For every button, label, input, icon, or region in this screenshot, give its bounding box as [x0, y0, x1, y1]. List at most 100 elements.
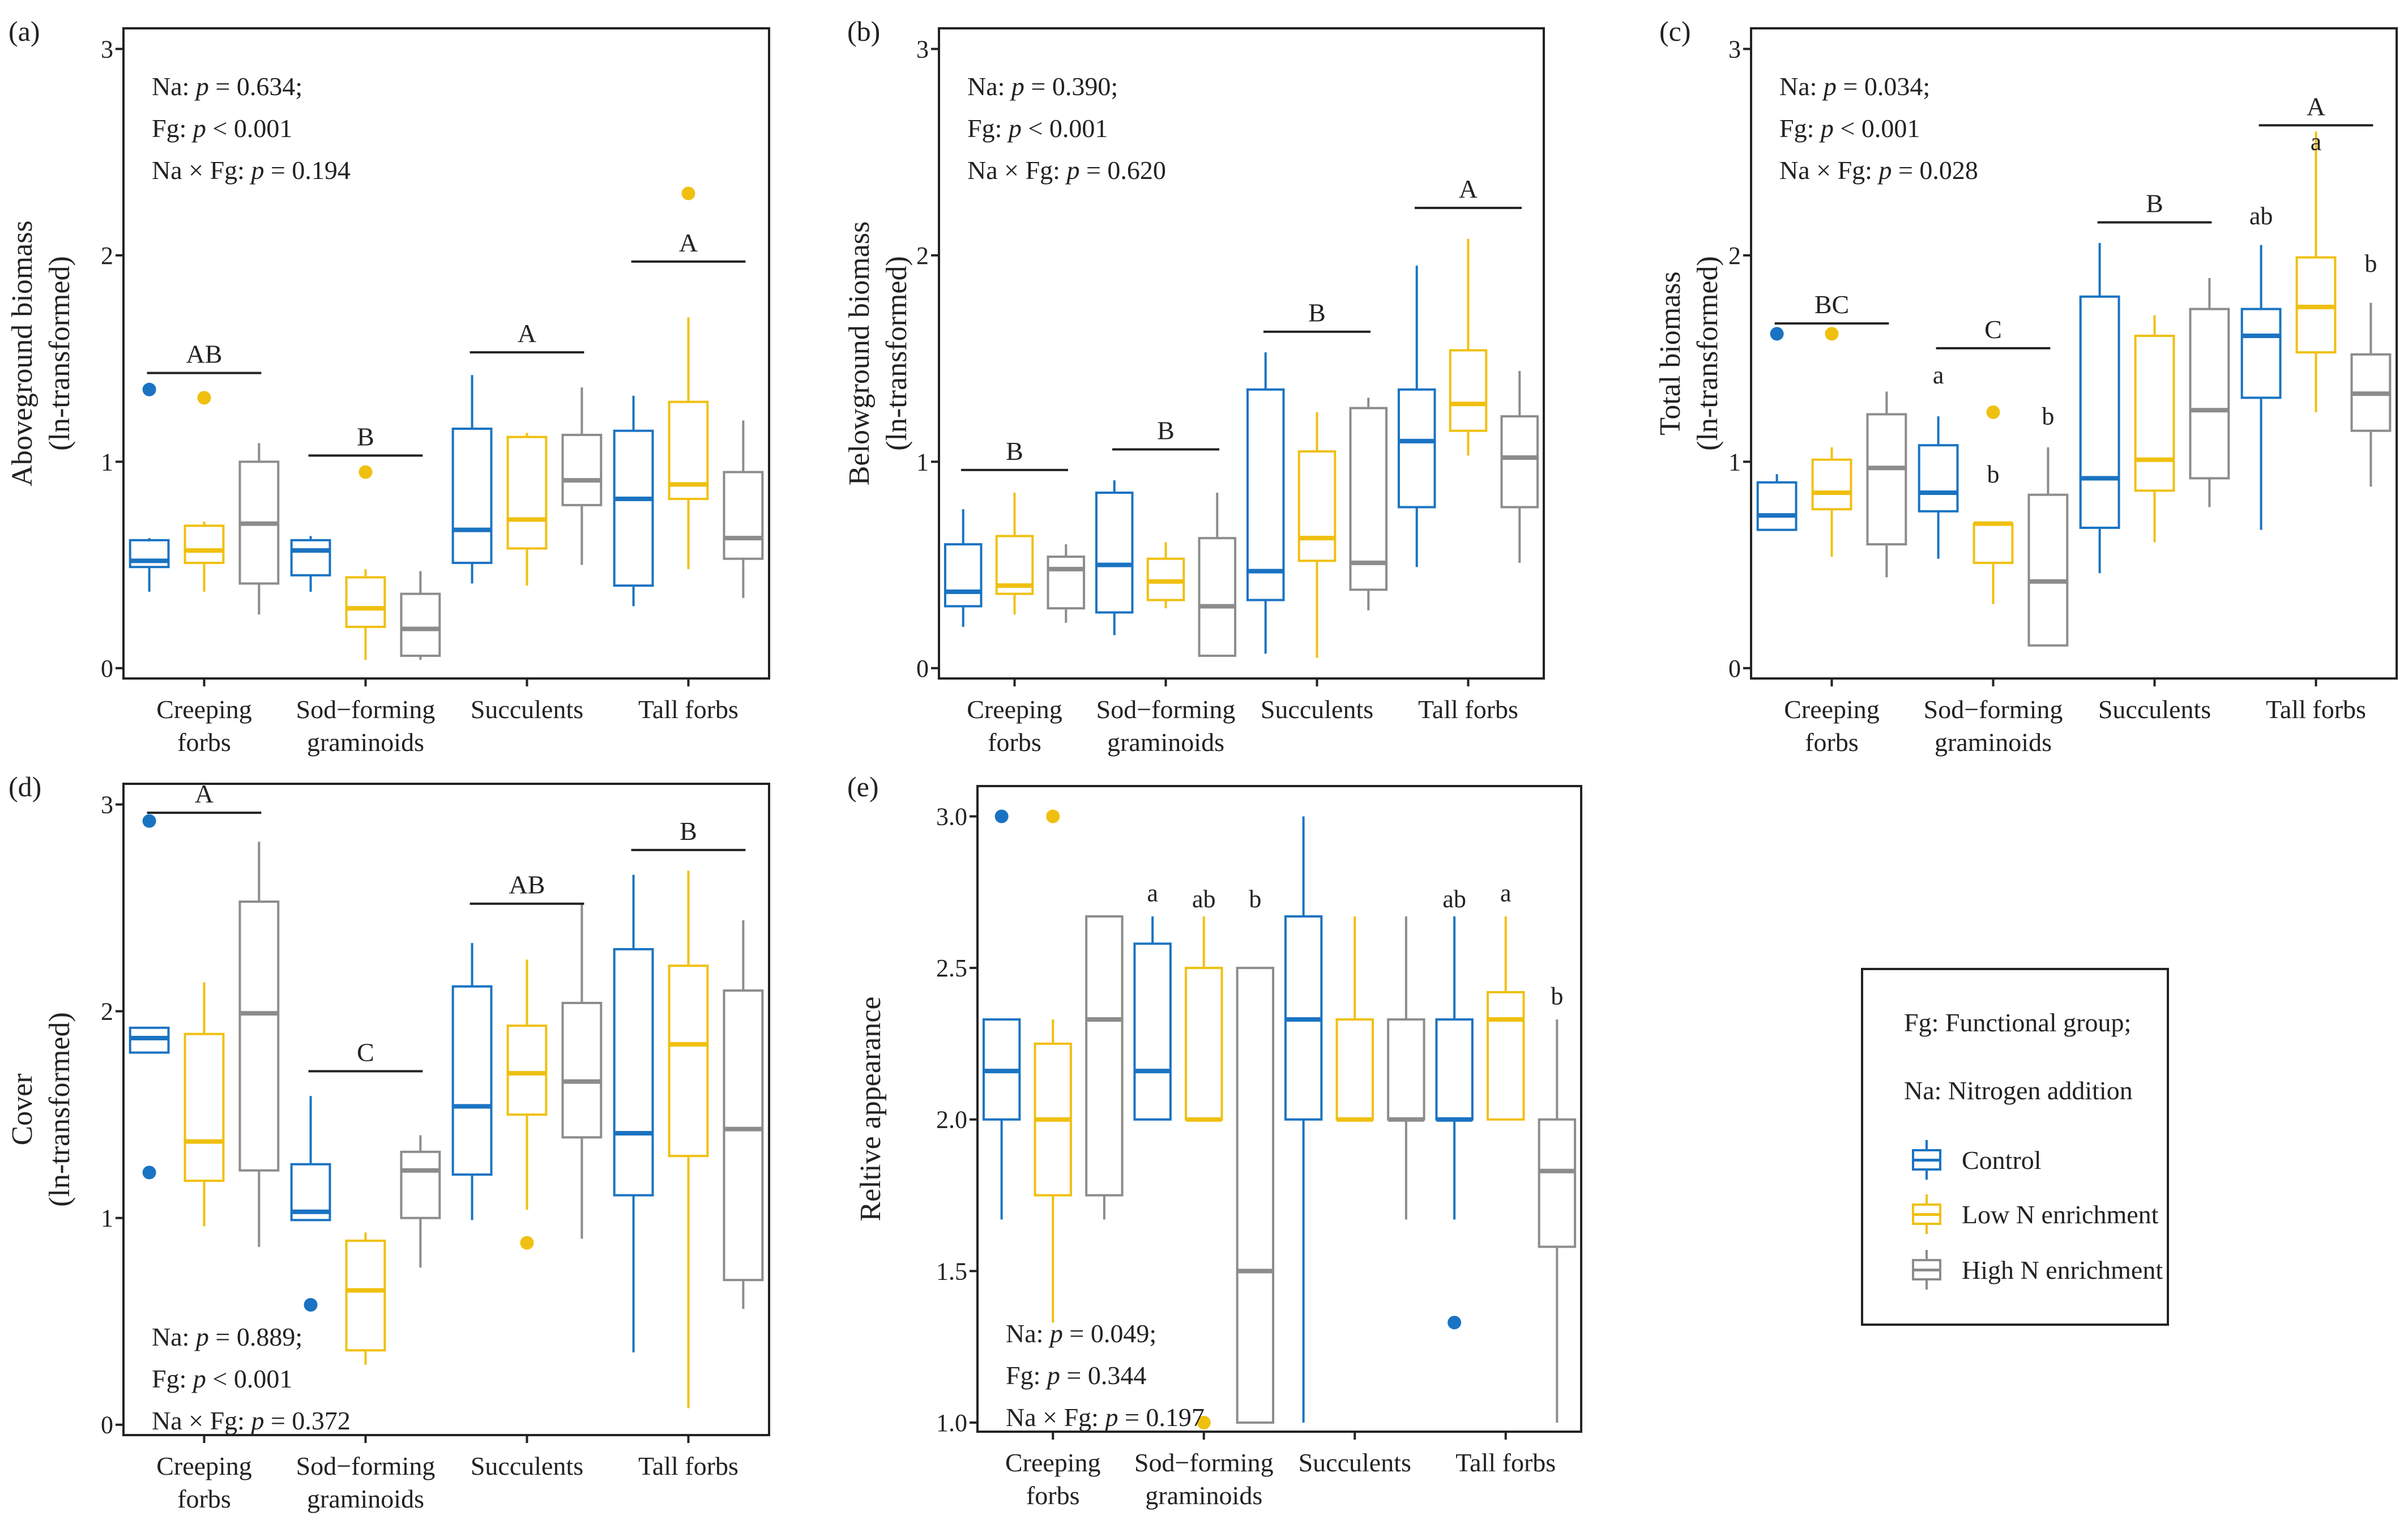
- y-tick-label: 3.0: [936, 803, 967, 831]
- box-iqr: [400, 1150, 441, 1219]
- box-low-n-enrichment: [668, 186, 709, 569]
- box-control: [1918, 416, 1959, 559]
- x-tick-label: Tall forbs: [2266, 695, 2366, 724]
- outlier-point: [1197, 1415, 1211, 1429]
- box-iqr: [1435, 1018, 1474, 1121]
- outlier-point: [304, 1298, 318, 1312]
- panel-tag: (b): [847, 15, 880, 47]
- x-tick-label: graminoids: [1935, 728, 2052, 757]
- box-iqr: [1397, 388, 1436, 509]
- box-iqr: [1487, 991, 1525, 1121]
- box-high-n-enrichment: [723, 420, 764, 598]
- box-iqr: [1538, 1118, 1577, 1248]
- outlier-point: [358, 465, 373, 479]
- box-high-n-enrichment: [1047, 544, 1086, 623]
- box-control: [2079, 243, 2120, 574]
- panel-e: (e) 1.0 1.5 2.0 2.5 3.0 Reltive appearance Cree…: [847, 771, 1582, 1510]
- box-high-n-enrichment: [1198, 493, 1237, 657]
- x-tick-label: Creeping: [967, 695, 1062, 724]
- stats-line: Na: p = 0.049;: [1006, 1319, 1156, 1348]
- box-low-n-enrichment: [1146, 542, 1185, 609]
- legend-entry-control: Control: [1911, 1140, 2042, 1180]
- box-control: [943, 509, 983, 627]
- plot-frame: [122, 27, 770, 680]
- y-tick-label: 1.0: [936, 1409, 967, 1437]
- box-low-n-enrichment: [1972, 405, 2014, 604]
- x-tick-label: Sod−forming: [296, 695, 436, 724]
- stats-line: Na × Fg: p = 0.620: [967, 156, 1166, 185]
- box-iqr: [1387, 1018, 1425, 1121]
- box-letter: b: [1987, 460, 2000, 488]
- plot-frame: [1750, 27, 2398, 680]
- y-tick-label: 1.5: [936, 1257, 967, 1285]
- x-tick-label: Creeping: [156, 1452, 252, 1480]
- stats-line: Na: p = 0.390;: [967, 72, 1118, 101]
- x-tick-label: Sod−forming: [1096, 695, 1236, 724]
- box-iqr: [2079, 295, 2120, 529]
- outlier-point: [1046, 809, 1060, 823]
- box-letter: a: [1500, 879, 1512, 907]
- box-iqr: [561, 433, 603, 506]
- box-iqr: [1500, 415, 1539, 509]
- x-tick-label: forbs: [1026, 1481, 1080, 1510]
- y-tick-label: 0: [101, 1411, 113, 1439]
- stats-line: Fg: p < 0.001: [152, 114, 292, 143]
- group-letter: B: [1157, 416, 1175, 445]
- box-letter: a: [1933, 361, 1944, 389]
- legend-label-low-n: Low N enrichment: [1962, 1199, 2159, 1229]
- box-iqr: [723, 989, 764, 1282]
- y-tick-label: 0: [916, 655, 929, 682]
- box-iqr: [2134, 335, 2175, 492]
- box-iqr: [613, 429, 654, 587]
- box-iqr: [1811, 458, 1852, 511]
- legend-note-nitrogen-addition: Na: Nitrogen addition: [1904, 1076, 2133, 1105]
- x-tick-label: Creeping: [156, 695, 252, 724]
- box-letter: a: [1147, 879, 1158, 907]
- box-iqr: [2189, 308, 2230, 480]
- x-tick-label: Creeping: [1005, 1448, 1101, 1477]
- box-letter: b: [2364, 250, 2377, 278]
- box-control: [451, 375, 493, 584]
- box-control: [290, 1096, 331, 1312]
- stats-line: Na: p = 0.889;: [152, 1322, 302, 1351]
- legend-label-control: Control: [1962, 1145, 2042, 1175]
- plot-frame: [976, 785, 1582, 1433]
- stats-line: Na × Fg: p = 0.197: [1006, 1403, 1205, 1432]
- box-high-n-enrichment: [1387, 916, 1425, 1220]
- box-iqr: [1335, 1018, 1374, 1121]
- y-tick-label: 1: [101, 1205, 113, 1232]
- y-axis-label: Total biomass (ln-transformed): [1654, 256, 1724, 451]
- box-low-n-enrichment: [345, 1232, 386, 1365]
- group-letter: B: [357, 422, 374, 451]
- group-letter: B: [680, 817, 697, 846]
- box-low-n-enrichment: [1034, 809, 1072, 1323]
- stats-line: Na: p = 0.634;: [152, 72, 302, 101]
- box-iqr: [451, 428, 493, 564]
- x-tick-label: Succulents: [471, 695, 583, 724]
- stats-line: Na × Fg: p = 0.194: [152, 156, 351, 185]
- x-tick-label: forbs: [177, 728, 231, 757]
- box-letter: b: [2042, 403, 2054, 430]
- y-tick-label: 2: [916, 242, 929, 270]
- x-tick-label: Sod−forming: [296, 1452, 436, 1480]
- x-tick-label: forbs: [177, 1484, 231, 1513]
- box-control: [1095, 480, 1134, 635]
- x-tick-label: Succulents: [2098, 695, 2211, 724]
- box-letter: ab: [1442, 885, 1466, 913]
- box-control: [1246, 352, 1285, 654]
- box-letter: b: [1551, 982, 1563, 1010]
- box-control: [451, 943, 493, 1220]
- box-iqr: [1918, 444, 1959, 513]
- panel-tag: (d): [8, 771, 41, 802]
- box-iqr: [345, 1239, 386, 1352]
- group-letter: A: [195, 779, 214, 808]
- box-low-n-enrichment: [345, 465, 386, 660]
- group-letter: C: [357, 1038, 374, 1066]
- box-high-n-enrichment: [561, 903, 603, 1239]
- box-low-n-enrichment: [1335, 916, 1374, 1122]
- outlier-point: [197, 391, 211, 405]
- group-letter: A: [679, 228, 698, 257]
- outlier-point: [1825, 327, 1839, 341]
- box-iqr: [1236, 967, 1275, 1424]
- box-high-n-enrichment: [1500, 370, 1539, 563]
